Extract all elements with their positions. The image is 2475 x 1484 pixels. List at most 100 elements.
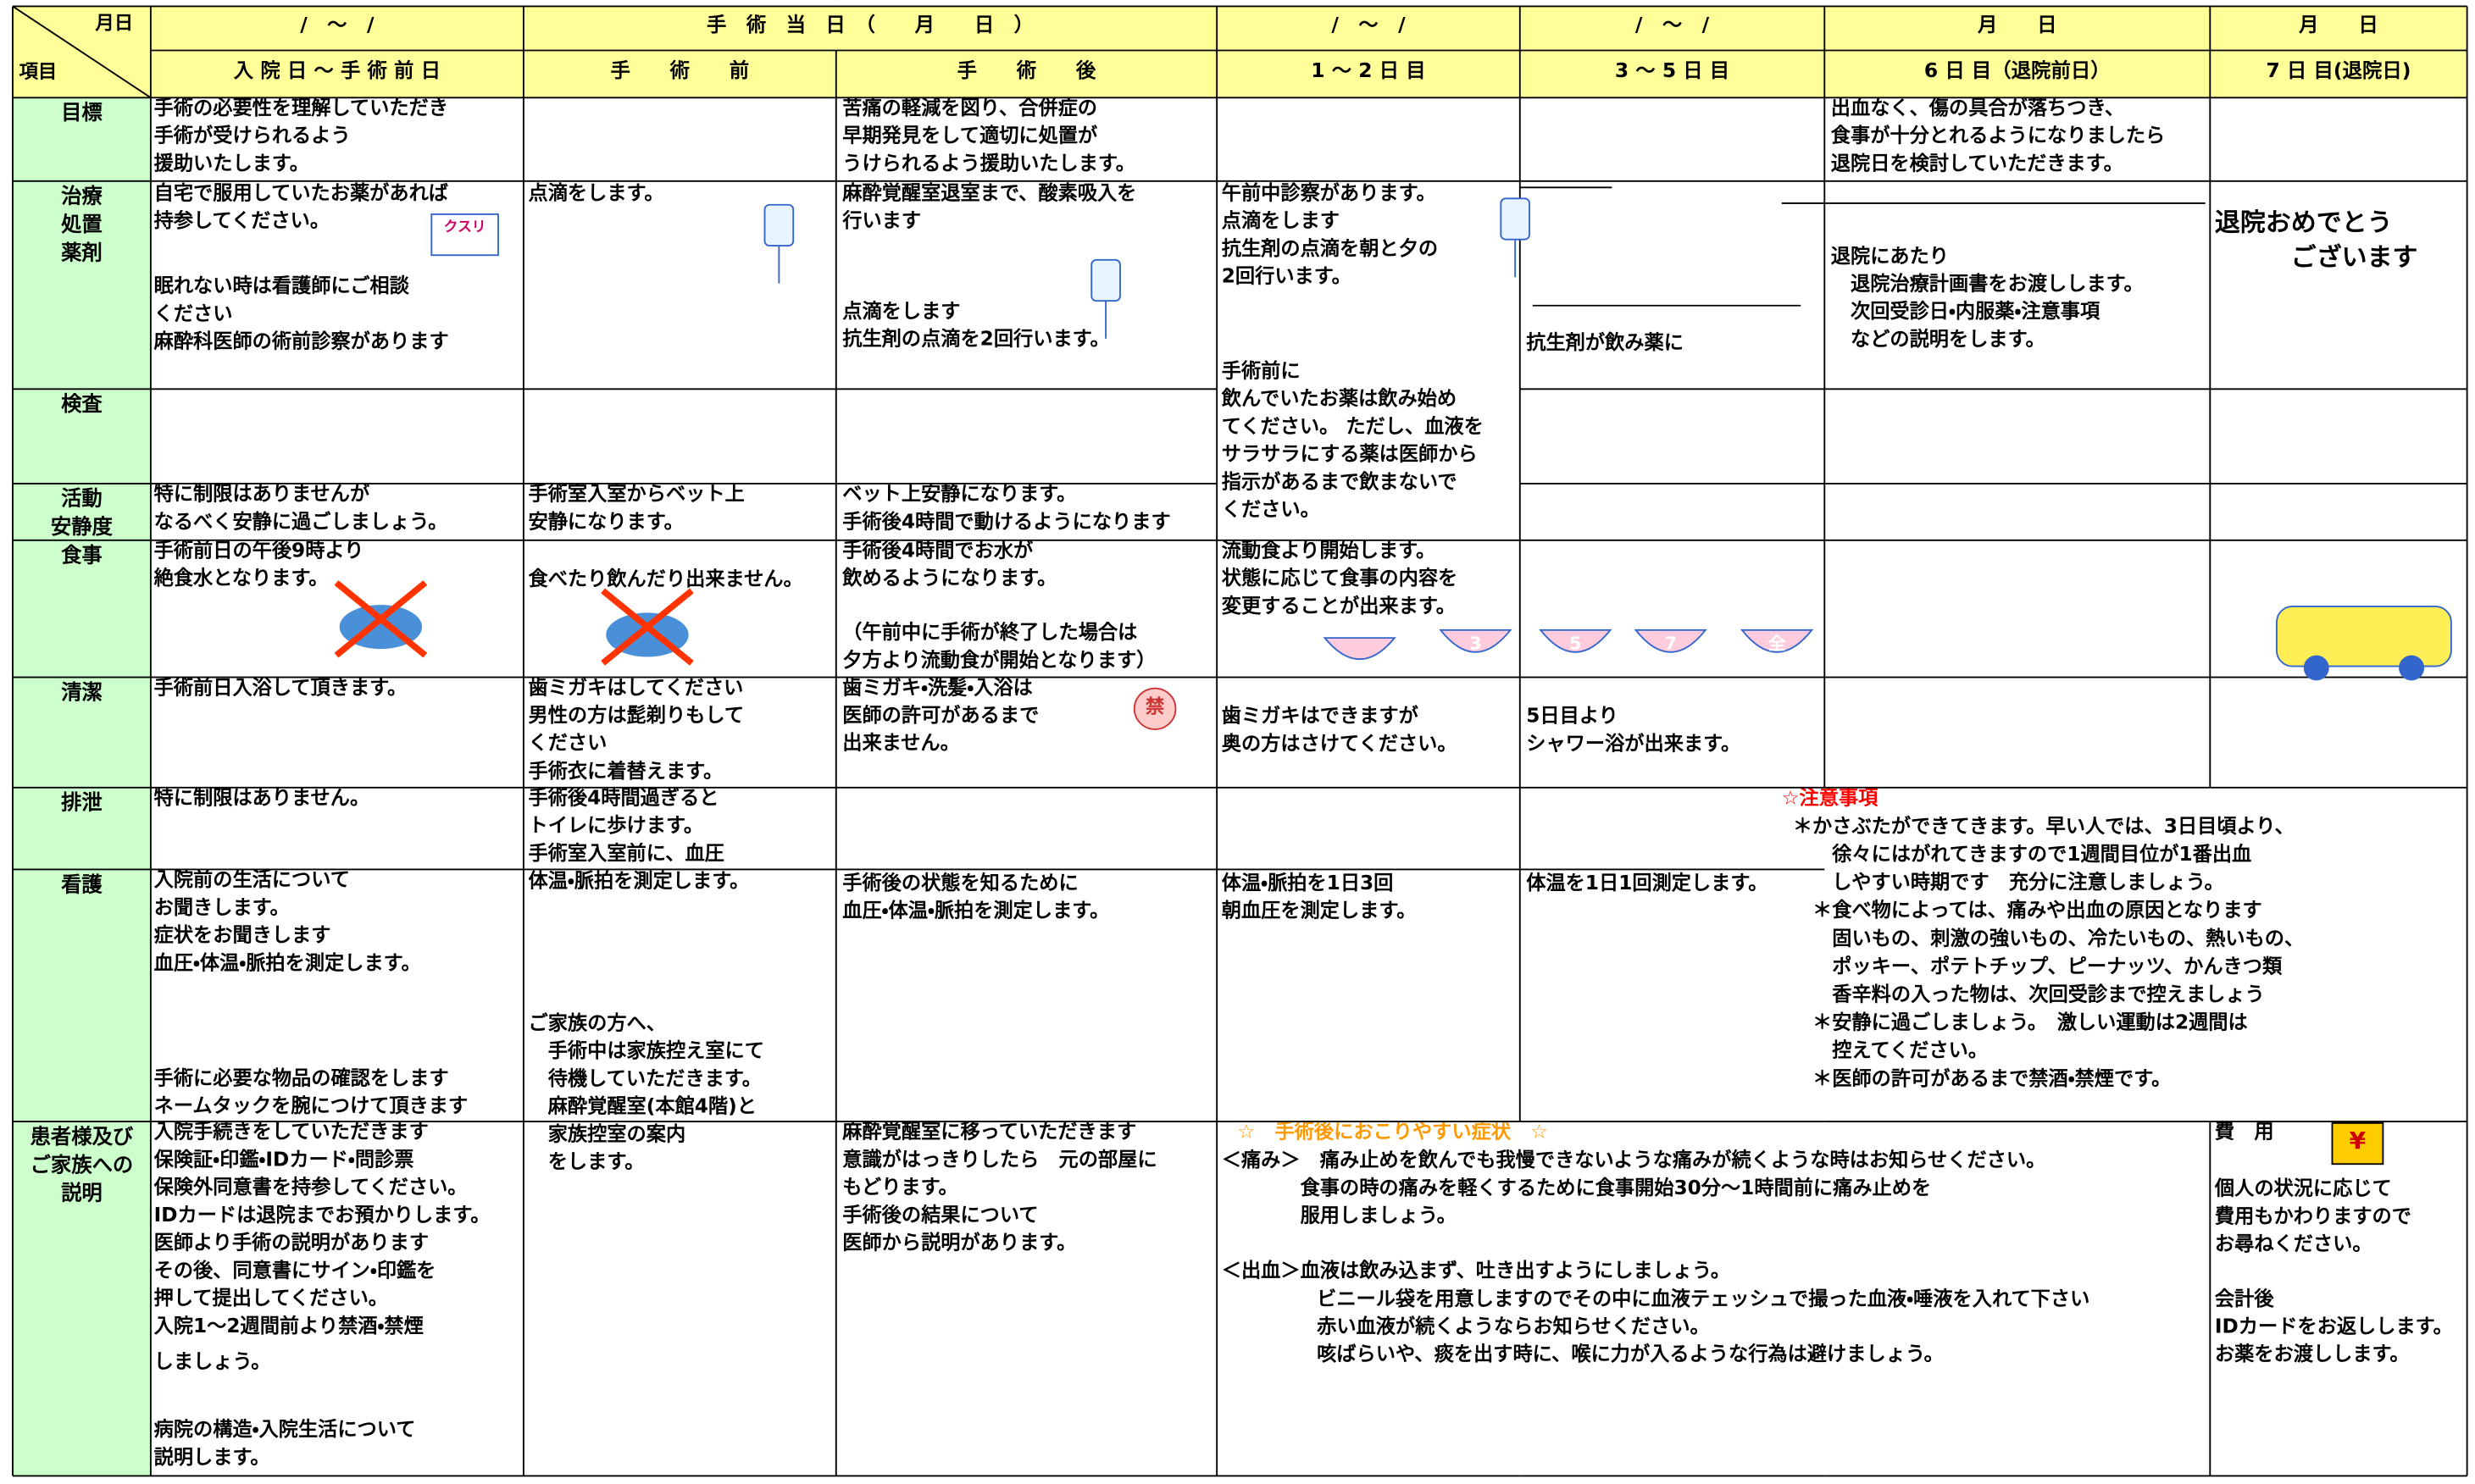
- cell-text: 食べたり飲んだり出来ません。: [529, 568, 803, 590]
- cell-text: 保険証・印鑑・IDカード・問診票: [153, 1148, 414, 1171]
- cell-text: ください: [529, 733, 608, 755]
- cell-text: ください: [154, 303, 233, 325]
- cell-text: 抗生剤の点滴を2回行います。: [842, 328, 1109, 351]
- header-background: [12, 6, 2467, 98]
- row-label: 食事: [61, 543, 103, 568]
- cell-text: 手術前日の午後9時より: [154, 540, 364, 562]
- cell-text: ベット上安静になります。: [842, 483, 1076, 506]
- header-date: / ～ /: [300, 14, 375, 36]
- cell-text: 香辛料の入った物は、次回受診まで控えましょう: [1793, 983, 2265, 1006]
- cell-text: 手術が受けられるよう: [154, 125, 351, 147]
- cell-text: 麻酔覚醒室に移っていただきます: [841, 1121, 1136, 1143]
- cell-text: 手術後の状態を知るために: [842, 872, 1078, 894]
- bowl: [1740, 628, 1814, 653]
- cell-text: 抗生剤の点滴を朝と夕の: [1222, 237, 1438, 260]
- cell-text: 退院治療計画書をお渡しします。: [1831, 273, 2144, 296]
- cell-text: 朝血圧を測定します。: [1222, 900, 1417, 922]
- medicine-box: [430, 213, 499, 257]
- cell-text: なるべく安静に過ごしましょう。: [154, 510, 448, 533]
- cell-text: 医師から説明があります。: [842, 1232, 1076, 1254]
- bowl-label: 3: [1469, 633, 1481, 653]
- cell-text: 麻酔覚醒室退室まで、酸素吸入を: [841, 181, 1136, 204]
- cell-text: てください。 ただし、血液を: [1222, 415, 1484, 438]
- taxi-wheel: [2399, 655, 2425, 681]
- bowl-label: 7: [1665, 633, 1677, 653]
- cell-text: 点滴をします: [842, 301, 960, 323]
- cell-text: 次回受診日・内服薬・注意事項: [1831, 300, 2100, 323]
- cell-text: 咳ばらいや、痰を出す時に、喉に力が入るような行為は避けましょう。: [1317, 1343, 1944, 1365]
- cell-text: お薬をお渡しします。: [2215, 1343, 2410, 1365]
- cell-text: 奥の方はさけてください。: [1222, 733, 1457, 756]
- cell-text: 費用もかわりますので: [2215, 1205, 2411, 1227]
- cell-text: 手術中は家族控え室にて: [529, 1039, 764, 1062]
- drip-bag: [763, 203, 795, 247]
- cell-text: 指示があるまで飲まないで: [1222, 470, 1457, 493]
- cell-text: サラサラにする薬は医師から: [1222, 443, 1478, 466]
- cell-text: 固いもの、刺激の強いもの、冷たいもの、熱いもの、: [1793, 927, 2304, 950]
- cell-text: 麻酔科医師の術前診察があります: [153, 330, 449, 353]
- cell-text: 早期発見をして適切に処置が: [842, 125, 1098, 147]
- cell-text: 点滴をします。: [529, 182, 664, 204]
- cell-text: 徐々にはがれてきますので1週間目位が1番出血: [1793, 843, 2251, 866]
- cell-text: 手術室入室前に、血圧: [529, 842, 724, 865]
- header-date: 月 日: [1977, 14, 2057, 36]
- cell-text: 苦痛の軽減を図り、合併症の: [842, 97, 1097, 119]
- cell-text: もどります。: [842, 1177, 957, 1199]
- bowl-label: 全: [1768, 633, 1786, 653]
- cell-text: 血圧・体温・脈拍を測定します。: [842, 900, 1109, 922]
- cell-text: 男性の方は髭剃りもして: [529, 704, 745, 727]
- cell-text: お尋ねください。: [2215, 1233, 2372, 1255]
- cell-text: ございます: [2215, 243, 2418, 273]
- cell-text: シャワー浴が出来ます。: [1526, 733, 1740, 756]
- row-label: 治療: [61, 184, 103, 208]
- cell-text: IDカードは退院までお預かりします。: [154, 1204, 491, 1227]
- cell-text: ＊食べ物によっては、痛みや出血の原因となります: [1793, 899, 2262, 922]
- row-label: 目標: [61, 100, 103, 125]
- no-entry-sign: [1133, 687, 1177, 730]
- header-phase: 1 ～ 2 日 目: [1311, 59, 1425, 82]
- cell-text: 歯ミガキはしてください: [529, 677, 744, 699]
- cell-text: IDカードをお返しします。: [2215, 1316, 2453, 1338]
- row-label: ご家族への: [31, 1152, 134, 1177]
- cell-text: ポッキー、ポテトチップ、ピーナッツ、かんきつ類: [1793, 955, 2283, 977]
- cell-text: 自宅で服用していたお薬があれば: [154, 181, 449, 204]
- cell-text: 食事の時の痛みを軽くするために食事開始30分～1時間前に痛み止めを: [1222, 1177, 1931, 1199]
- medicine-label: クスリ: [444, 218, 486, 235]
- cell-text: 変更することが出来ます。: [1222, 595, 1456, 617]
- yen-label: ¥: [2350, 1127, 2367, 1155]
- cell-text: 午前中診察があります。: [1222, 181, 1436, 204]
- header-phase: 手 術 前: [610, 58, 749, 82]
- header-date: 月 日: [2298, 14, 2378, 36]
- cell-text: 手術の必要性を理解していただき: [154, 97, 448, 119]
- header-phase: 6 日 目（退院前日）: [1924, 58, 2111, 82]
- cell-text: 血圧・体温・脈拍を測定します。: [154, 951, 421, 974]
- cell-text: 安静になります。: [529, 510, 684, 533]
- cell-text: 特に制限はありません。: [154, 788, 370, 810]
- cell-text: 手術後4時間で動けるようになります: [842, 510, 1170, 533]
- cell-text: 退院にあたり: [1831, 246, 1949, 268]
- cell-text: 5日目より: [1526, 706, 1618, 728]
- cell-text: 赤い血液が続くようならお知らせください。: [1317, 1315, 1710, 1338]
- cell-text: しましょう。: [154, 1351, 271, 1373]
- cell-text: 2回行います。: [1222, 265, 1351, 288]
- row-label: 排泄: [61, 790, 103, 815]
- cell-text: しやすい時期です 充分に注意しましょう。: [1793, 871, 2224, 894]
- cell-text: 夕方より流動食が開始となります）: [842, 649, 1156, 672]
- header-phase: 手 術 後: [957, 58, 1096, 82]
- header-date: / ～ /: [1635, 14, 1710, 36]
- row-label: 患者様及び: [31, 1124, 134, 1149]
- cell-text: ＊かさぶたができてきます。早い人では、3日目頃より、: [1793, 815, 2295, 838]
- cell-text: 手術に必要な物品の確認をします: [154, 1067, 449, 1090]
- drip-bag: [1090, 258, 1121, 302]
- cell-text: などの説明をします。: [1831, 328, 2045, 351]
- cell-text: 援助いたします。: [154, 152, 309, 174]
- cell-text: トイレに歩けます。: [529, 815, 704, 837]
- row-label: 説明: [61, 1181, 103, 1205]
- bowl-label: 5: [1569, 633, 1581, 653]
- cell-text: 手術後の結果について: [842, 1204, 1038, 1227]
- cell-text: 入院手続きをしていただきます: [154, 1121, 429, 1143]
- cell-text: 点滴をします: [1222, 210, 1340, 232]
- bowl: [1439, 628, 1512, 653]
